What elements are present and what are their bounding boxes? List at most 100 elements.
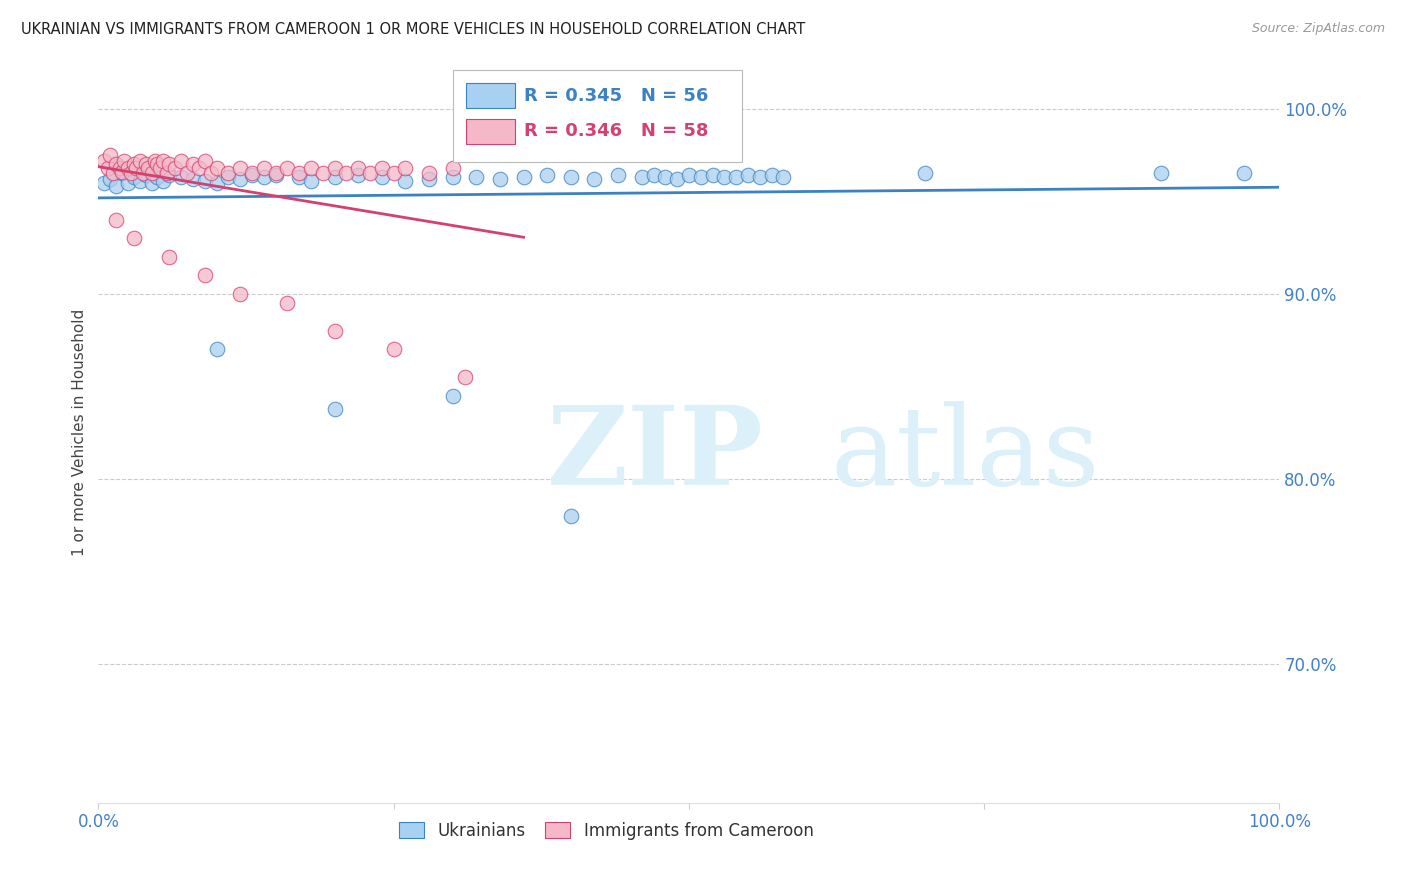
Point [146, 170, 169, 185]
Point [149, 161, 172, 175]
Text: Source: ZipAtlas.com: Source: ZipAtlas.com [1251, 22, 1385, 36]
Point [205, 161, 228, 175]
Point [187, 161, 209, 175]
Point [157, 250, 180, 264]
Point [371, 161, 394, 175]
Point [418, 166, 440, 180]
Point [276, 296, 298, 310]
Point [93, 153, 115, 168]
Point [347, 169, 370, 183]
Point [264, 169, 287, 183]
Point [194, 268, 217, 283]
Point [666, 172, 689, 186]
Point [643, 169, 665, 183]
Point [141, 166, 163, 180]
Point [299, 174, 322, 188]
Point [441, 170, 464, 185]
Point [441, 161, 464, 175]
Y-axis label: 1 or more Vehicles in Household: 1 or more Vehicles in Household [72, 309, 87, 557]
Text: atlas: atlas [831, 401, 1101, 508]
Point [1233, 166, 1256, 180]
Point [108, 161, 131, 175]
Point [176, 166, 198, 180]
Point [141, 176, 163, 190]
Point [465, 170, 488, 185]
Point [299, 161, 322, 175]
Point [122, 157, 145, 171]
Point [170, 170, 193, 185]
Point [607, 169, 630, 183]
Text: R = 0.346   N = 58: R = 0.346 N = 58 [523, 122, 709, 140]
Point [143, 153, 166, 168]
Point [772, 170, 794, 185]
Point [93, 176, 115, 190]
Point [101, 166, 124, 180]
Point [371, 170, 394, 185]
Point [132, 166, 155, 180]
Point [117, 176, 139, 190]
Point [98, 172, 121, 186]
Point [128, 153, 150, 168]
Point [217, 170, 239, 185]
Point [181, 157, 204, 171]
Point [713, 170, 735, 185]
Point [122, 231, 145, 245]
Point [111, 166, 134, 180]
Point [205, 343, 228, 357]
Point [323, 324, 346, 338]
Point [678, 169, 700, 183]
Point [105, 212, 128, 227]
Point [288, 170, 311, 185]
Point [335, 166, 357, 180]
Point [654, 170, 676, 185]
Point [125, 161, 148, 175]
Point [725, 170, 748, 185]
Point [152, 174, 174, 188]
Point [253, 170, 276, 185]
Point [630, 170, 652, 185]
Point [98, 148, 121, 162]
Point [240, 166, 263, 180]
Point [122, 170, 145, 185]
Point [382, 343, 405, 357]
Point [136, 161, 159, 175]
FancyBboxPatch shape [465, 119, 516, 144]
Point [240, 169, 263, 183]
Point [689, 170, 711, 185]
Point [914, 166, 936, 180]
Point [1150, 166, 1173, 180]
Point [560, 508, 582, 523]
Point [117, 161, 139, 175]
Point [512, 170, 534, 185]
Point [560, 170, 582, 185]
Text: ZIP: ZIP [547, 401, 763, 508]
Point [229, 172, 252, 186]
Point [453, 370, 475, 384]
Point [253, 161, 276, 175]
Text: R = 0.345   N = 56: R = 0.345 N = 56 [523, 87, 709, 104]
Point [112, 153, 135, 168]
Point [323, 170, 346, 185]
Point [276, 161, 298, 175]
Point [105, 179, 128, 194]
FancyBboxPatch shape [453, 70, 742, 162]
Point [323, 161, 346, 175]
Point [264, 166, 287, 180]
Point [181, 172, 204, 186]
Point [165, 161, 187, 175]
Point [441, 389, 464, 403]
Point [205, 176, 228, 190]
Text: UKRAINIAN VS IMMIGRANTS FROM CAMEROON 1 OR MORE VEHICLES IN HOUSEHOLD CORRELATIO: UKRAINIAN VS IMMIGRANTS FROM CAMEROON 1 … [21, 22, 806, 37]
Point [288, 166, 311, 180]
Point [536, 169, 558, 183]
Point [157, 157, 180, 171]
Point [394, 174, 416, 188]
Point [489, 172, 512, 186]
Point [583, 172, 606, 186]
Point [152, 153, 174, 168]
Point [359, 166, 381, 180]
Point [761, 169, 783, 183]
Point [418, 172, 440, 186]
Point [229, 286, 252, 301]
Point [394, 161, 416, 175]
